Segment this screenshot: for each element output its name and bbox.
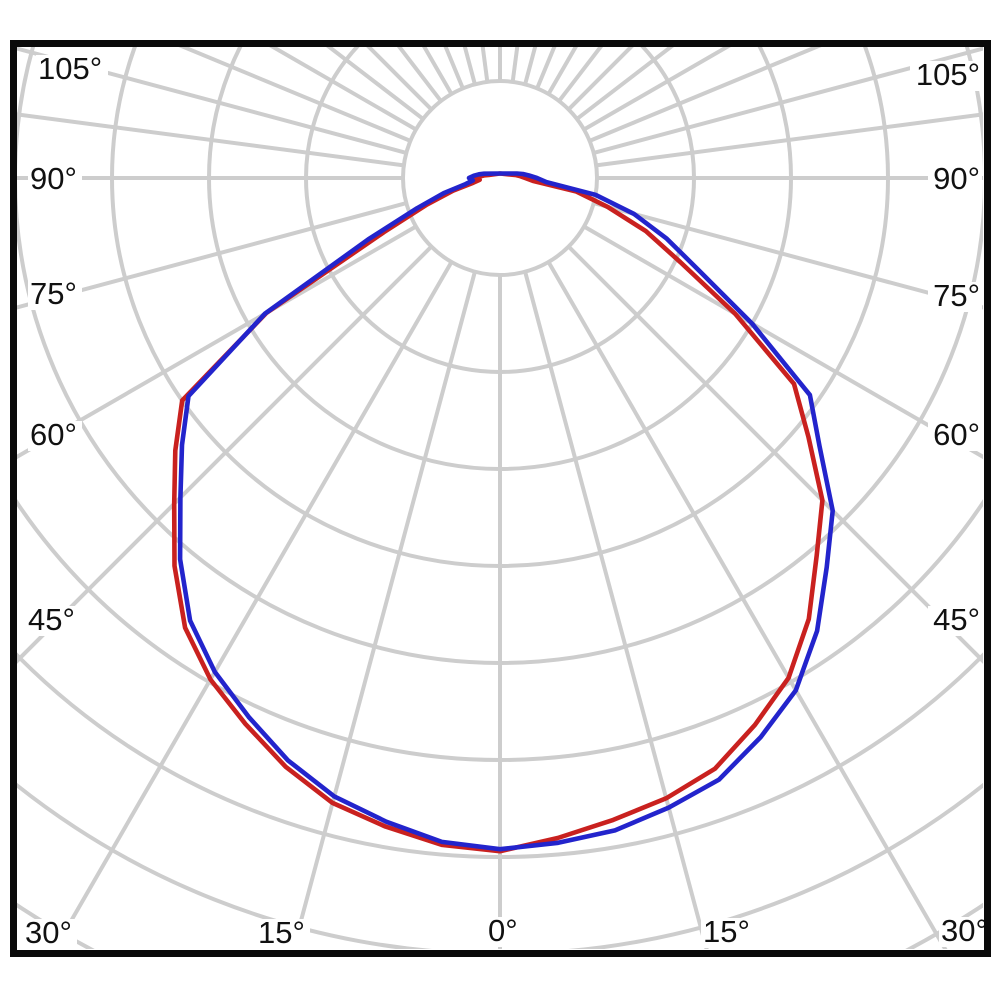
grid-spoke [178, 47, 412, 143]
angle-label: 105° [38, 51, 102, 86]
grid-spoke [595, 112, 983, 168]
grid-spoke [593, 47, 983, 155]
grid-spoke [291, 271, 477, 949]
label-background [928, 165, 982, 195]
label-background [486, 917, 524, 947]
label-background [28, 165, 82, 195]
plot-border-frame [10, 40, 991, 957]
label-background [910, 61, 982, 91]
label-background [26, 606, 80, 636]
label-background [928, 606, 982, 636]
grid-spoke [583, 224, 983, 460]
grid-spoke [523, 271, 709, 949]
angle-label: 15° [703, 914, 750, 949]
label-background [928, 282, 982, 312]
angle-label: 105° [916, 57, 980, 92]
intensity-curves [171, 171, 836, 854]
label-background [28, 421, 82, 451]
angle-label: 90° [933, 161, 980, 196]
angle-label: 60° [30, 417, 77, 452]
angle-label: 45° [933, 602, 980, 637]
angle-label: 75° [30, 276, 77, 311]
grid-spoke [593, 201, 983, 310]
grid-spoke [17, 224, 417, 460]
label-background [701, 918, 755, 948]
angle-label: 30° [25, 915, 72, 950]
label-background [928, 421, 982, 451]
grid-spoke [588, 47, 822, 143]
grid-spoke [17, 47, 407, 155]
label-background [36, 55, 108, 85]
angle-label: 15° [258, 915, 305, 950]
label-background [28, 280, 82, 310]
grid-spoke [17, 201, 407, 310]
grid-spoke [52, 261, 454, 949]
angle-label: 60° [933, 417, 980, 452]
angle-label: 75° [933, 278, 980, 313]
grid-spoke [17, 112, 405, 168]
angle-label: 90° [30, 161, 77, 196]
label-background [256, 919, 310, 949]
angle-labels: 105° 90° 75° 60° 45° 105° 90° 75° 60° 45° 30° 15° 0°… [23, 51, 993, 950]
grid-spoke [546, 261, 948, 949]
grid-spoke [567, 245, 983, 664]
blue-curve [177, 171, 836, 852]
grid-spoke [17, 245, 433, 664]
angle-label: 45° [28, 602, 75, 637]
label-background [23, 919, 77, 949]
angle-label: 30° [941, 913, 988, 948]
angle-label: 0° [488, 913, 518, 948]
